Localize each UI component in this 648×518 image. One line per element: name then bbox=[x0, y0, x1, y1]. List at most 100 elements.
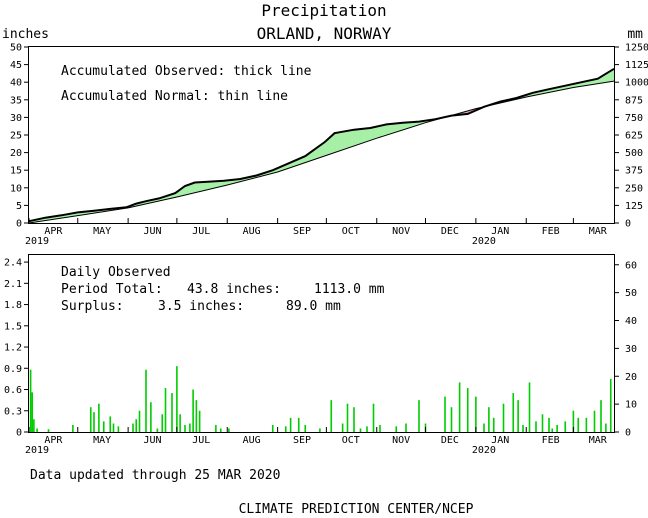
daily-bar bbox=[189, 423, 191, 432]
diff-fill-segment bbox=[352, 129, 355, 147]
daily-bar bbox=[33, 419, 35, 432]
diff-fill-segment bbox=[379, 125, 382, 138]
x-tick-label: APR bbox=[44, 435, 63, 446]
daily-bar bbox=[164, 388, 167, 432]
x-tick-label: OCT bbox=[342, 435, 360, 446]
y-tick-label: 125 bbox=[625, 201, 643, 212]
daily-bar bbox=[89, 407, 92, 432]
x-tick-label: JAN bbox=[491, 226, 509, 237]
daily-bar bbox=[98, 403, 100, 432]
bottom-left-axis-ticks: 0 0.3 0.6 0.9 1.2 1.5 1.8 2.1 2.4 bbox=[4, 258, 29, 439]
diff-fill-segment bbox=[348, 130, 351, 148]
diff-fill-segment bbox=[191, 182, 194, 194]
y-tick-label: 40 bbox=[10, 78, 22, 89]
daily-bar bbox=[475, 396, 477, 432]
daily-bar bbox=[171, 393, 173, 432]
diff-fill-segment bbox=[394, 123, 397, 133]
daily-bar bbox=[366, 426, 368, 432]
data-updated-note: Data updated through 25 MAR 2020 bbox=[30, 468, 280, 483]
daily-bar bbox=[36, 428, 38, 432]
chart-title: Precipitation bbox=[261, 1, 386, 20]
x-tick-label: JUL bbox=[192, 435, 210, 446]
diff-fill-segment bbox=[194, 182, 197, 193]
diff-fill-segment bbox=[399, 122, 402, 132]
top-left-axis-ticks: 0 5 10 15 20 25 30 35 40 45 50 bbox=[10, 43, 29, 230]
daily-bar bbox=[492, 417, 495, 432]
daily-bar bbox=[379, 424, 381, 432]
y-tick-label: 0 bbox=[16, 219, 22, 230]
daily-bar bbox=[556, 424, 558, 432]
daily-bar bbox=[228, 428, 230, 432]
y-tick-label: 50 bbox=[625, 288, 637, 299]
daily-bar bbox=[330, 400, 333, 432]
x-tick-label: JUL bbox=[192, 226, 210, 237]
y-tick-label: 2.4 bbox=[4, 258, 22, 269]
diff-fill-segment bbox=[397, 122, 400, 132]
x-tick-label: MAR bbox=[589, 435, 608, 446]
daily-bar bbox=[319, 428, 321, 432]
daily-bar bbox=[219, 428, 222, 432]
y-tick-label: 0 bbox=[625, 219, 631, 230]
x-tick-label: JUN bbox=[143, 435, 161, 446]
daily-bar bbox=[184, 424, 186, 432]
daily-bar bbox=[359, 428, 362, 432]
y-tick-label: 15 bbox=[10, 166, 22, 177]
x-year-label: 2019 bbox=[25, 445, 49, 456]
accumulated-panel: 0 5 10 15 20 25 30 35 40 45 50 0 125 250 375 500 625 750… bbox=[10, 43, 648, 248]
y-tick-label: 40 bbox=[625, 316, 637, 327]
daily-bar bbox=[600, 400, 602, 432]
daily-observed-label: Daily Observed bbox=[61, 265, 171, 280]
daily-bar bbox=[517, 400, 519, 432]
diff-fill-segment bbox=[366, 127, 369, 142]
y-tick-label: 1250 bbox=[625, 43, 648, 54]
diff-fill-segment bbox=[339, 131, 342, 152]
x-tick-label: DEC bbox=[441, 435, 459, 446]
diff-fill-segment bbox=[387, 123, 390, 135]
diff-fill-segment bbox=[337, 132, 340, 152]
diff-fill-segment bbox=[345, 130, 348, 149]
y-tick-label: 2.1 bbox=[4, 279, 22, 290]
diff-fill-segment bbox=[373, 126, 376, 140]
x-tick-label: FEB bbox=[542, 435, 560, 446]
daily-bar bbox=[341, 423, 344, 432]
diff-fill-segment bbox=[204, 181, 207, 191]
y-tick-label: 10 bbox=[625, 400, 637, 411]
surplus-inches: 3.5 inches: bbox=[158, 299, 244, 314]
x-tick-label: MAR bbox=[589, 226, 608, 237]
daily-bar bbox=[117, 426, 120, 432]
daily-bar bbox=[395, 426, 398, 432]
y-tick-label: 60 bbox=[625, 260, 637, 271]
diff-fill-segment bbox=[331, 134, 334, 154]
diff-fill-segment bbox=[347, 130, 350, 149]
y-tick-label: 25 bbox=[10, 131, 22, 142]
daily-bar bbox=[483, 423, 485, 432]
daily-bar bbox=[192, 389, 194, 432]
top-right-axis-ticks: 0 125 250 375 500 625 750 875 1000 1125 1250 bbox=[614, 43, 648, 230]
daily-bar bbox=[179, 414, 181, 432]
daily-bar bbox=[551, 428, 554, 432]
y-tick-label: 0.9 bbox=[4, 364, 22, 375]
x-tick-label: SEP bbox=[293, 435, 311, 446]
observed-note: Accumulated Observed: thick line bbox=[61, 64, 312, 79]
daily-bar bbox=[572, 410, 575, 432]
y-tick-label: 1125 bbox=[625, 60, 648, 71]
x-year-label: 2020 bbox=[472, 236, 496, 247]
diff-fill-segment bbox=[202, 181, 205, 191]
y-tick-label: 20 bbox=[10, 148, 22, 159]
daily-bar bbox=[405, 423, 407, 432]
x-tick-label: APR bbox=[44, 226, 63, 237]
daily-bar bbox=[450, 407, 453, 432]
diff-fill-segment bbox=[205, 181, 208, 191]
diff-fill-segment bbox=[350, 129, 353, 148]
diff-fill-segment bbox=[363, 128, 366, 143]
diff-fill-segment bbox=[355, 129, 358, 146]
y-tick-label: 750 bbox=[625, 113, 643, 124]
daily-bars bbox=[29, 366, 612, 432]
daily-bar bbox=[522, 424, 524, 432]
x-tick-label: OCT bbox=[342, 226, 360, 237]
x-tick-label: MAY bbox=[93, 435, 111, 446]
chart-subtitle: ORLAND, NORWAY bbox=[257, 24, 392, 43]
x-year-label: 2020 bbox=[472, 445, 496, 456]
daily-bar bbox=[138, 410, 141, 432]
